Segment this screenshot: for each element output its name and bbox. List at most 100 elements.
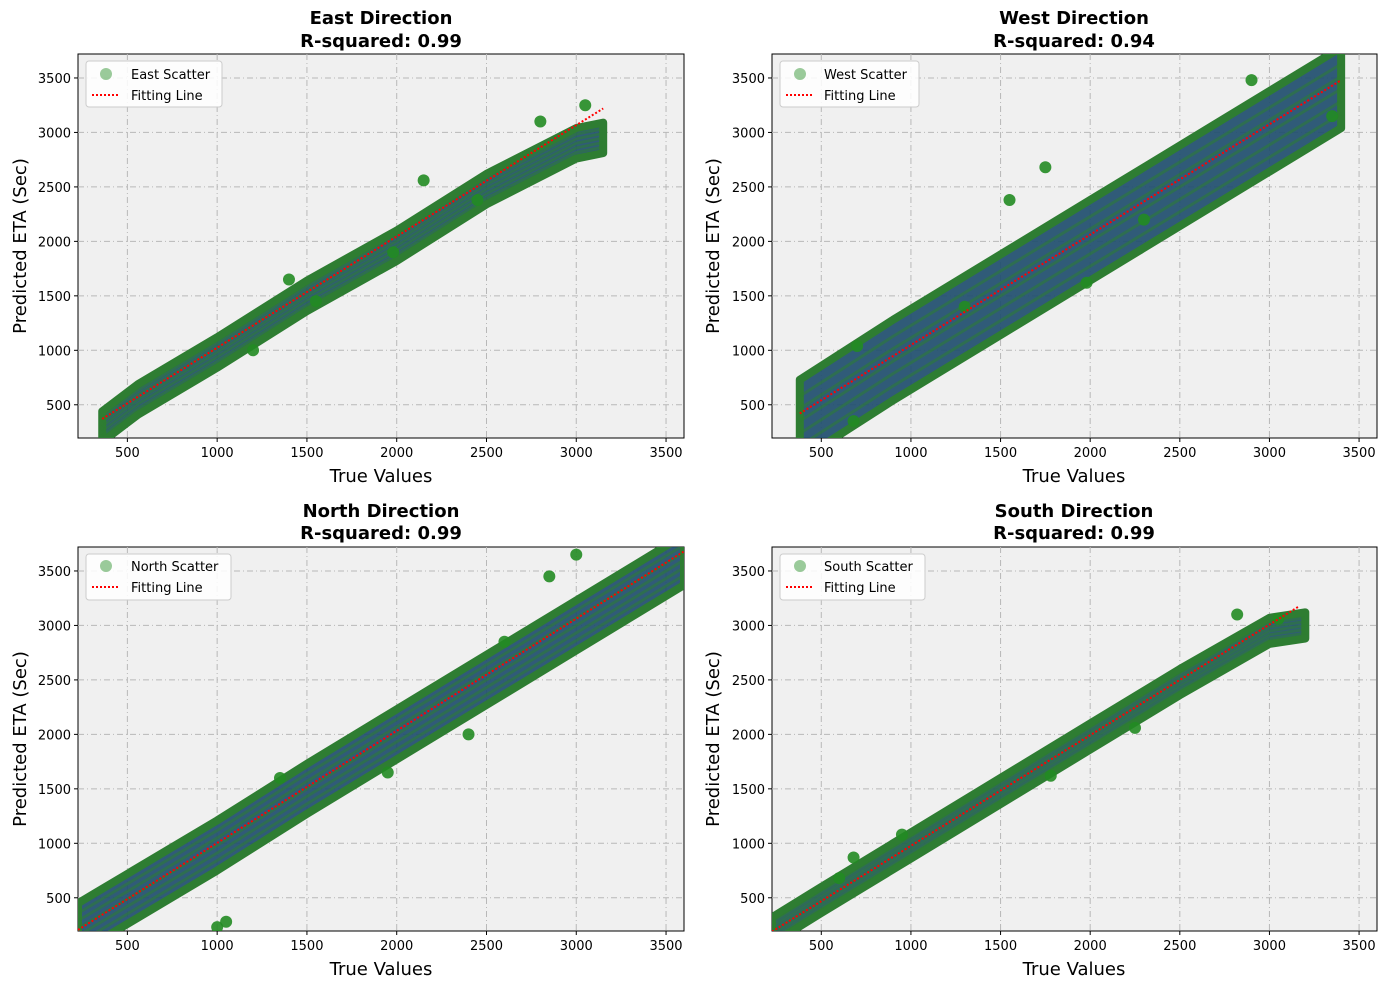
south-xlabel: True Values — [1022, 959, 1126, 980]
north-scatter-point-6 — [274, 771, 286, 784]
east-ylabel: Predicted ETA (Sec) — [10, 158, 31, 334]
south-y-tick-label-3000: 3000 — [732, 619, 765, 634]
east-legend-marker — [100, 68, 112, 80]
east-legend-scatter-label: East Scatter — [131, 68, 211, 83]
panel-west: West Direction R-squared: 0.94 500 1000 15… — [703, 8, 1378, 487]
east-y-ticks: 500 1000 1500 2000 2500 3000 3500 — [38, 72, 78, 414]
north-x-tick-label-2500: 2500 — [470, 939, 503, 954]
west-ylabel: Predicted ETA (Sec) — [703, 158, 724, 334]
west-scatter-streak-1 — [798, 99, 1342, 435]
south-scatter-streak-0 — [780, 631, 1306, 931]
north-subtitle: R-squared: 0.99 — [300, 523, 462, 544]
west-y-tick-label-3000: 3000 — [732, 126, 765, 141]
east-scatter-streak-1 — [101, 140, 604, 433]
north-x-tick-label-1500: 1500 — [290, 939, 323, 954]
north-scatter-point-7 — [498, 635, 511, 648]
east-x-tick-label-1500: 1500 — [290, 446, 323, 461]
south-scatter-point-2 — [895, 828, 908, 841]
east-y-tick-label-2500: 2500 — [38, 181, 71, 196]
west-scatter-streak-0 — [809, 112, 1342, 438]
north-legend-box — [85, 553, 232, 601]
east-scatter-streak-3 — [101, 131, 604, 424]
west-legend: West Scatter Fitting Line — [779, 60, 920, 108]
east-scatter-point-3 — [282, 273, 295, 286]
north-scatter-streak-4 — [78, 547, 684, 915]
south-legend-scatter-label: South Scatter — [824, 560, 913, 575]
north-scatter-point-0 — [220, 915, 233, 928]
north-scatter-streak-1 — [83, 566, 684, 931]
south-legend: South Scatter Fitting Line — [779, 553, 926, 601]
west-x-tick-label-500: 500 — [809, 446, 834, 461]
east-subtitle: R-squared: 0.99 — [300, 31, 462, 52]
north-y-tick-label-2000: 2000 — [38, 728, 71, 743]
south-y-tick-label-500: 500 — [740, 892, 765, 907]
east-scatter-point-7 — [471, 193, 484, 206]
west-fitting-line — [799, 79, 1342, 415]
east-data — [98, 99, 608, 438]
east-scatter-point-0 — [579, 99, 592, 112]
south-scatter-point-4 — [1044, 769, 1057, 782]
panel-south: South Direction R-squared: 0.99 500 1000 1… — [703, 501, 1378, 980]
west-y-tick-label-1000: 1000 — [732, 344, 765, 359]
east-scatter-streak-0 — [101, 145, 604, 437]
east-xlabel: True Values — [329, 466, 433, 487]
south-scatter-point-3 — [847, 851, 860, 864]
east-x-tick-label-3000: 3000 — [560, 446, 593, 461]
south-x-tick-label-500: 500 — [809, 939, 834, 954]
west-y-tick-label-2500: 2500 — [732, 181, 765, 196]
west-x-tick-label-1500: 1500 — [984, 446, 1017, 461]
north-x-ticks: 500 1000 1500 2000 2500 3000 3500 — [115, 931, 683, 954]
north-legend-marker — [100, 560, 112, 572]
south-data — [772, 606, 1310, 931]
south-scatter-point-0 — [1231, 608, 1244, 621]
west-legend-marker — [794, 68, 806, 80]
north-y-tick-label-3500: 3500 — [38, 565, 71, 580]
south-title: South Direction — [995, 501, 1154, 522]
east-y-tick-label-1000: 1000 — [38, 344, 71, 359]
south-scatter-streak-1 — [774, 627, 1306, 931]
north-legend: North Scatter Fitting Line — [85, 553, 232, 601]
east-scatter-streak-2 — [101, 136, 604, 428]
west-title: West Direction — [999, 8, 1149, 29]
north-x-tick-label-500: 500 — [115, 939, 140, 954]
east-y-tick-label-3500: 3500 — [38, 72, 71, 87]
west-scatter-streak-4 — [798, 62, 1342, 398]
south-x-tick-label-3000: 3000 — [1253, 939, 1286, 954]
south-x-tick-label-3500: 3500 — [1343, 939, 1376, 954]
west-y-tick-label-500: 500 — [740, 399, 765, 414]
west-scatter-point-2 — [1245, 74, 1258, 87]
west-x-tick-label-1000: 1000 — [894, 446, 927, 461]
west-scatter-point-3 — [1003, 193, 1016, 206]
north-scatter-point-3 — [570, 548, 583, 561]
east-legend-fit-label: Fitting Line — [131, 89, 203, 104]
north-data — [78, 547, 684, 931]
panel-east: East Direction R-squared: 0.99 500 1000 15… — [10, 8, 685, 487]
east-scatter-point-2 — [387, 246, 400, 259]
north-x-tick-label-1000: 1000 — [201, 939, 234, 954]
south-x-tick-label-2000: 2000 — [1074, 939, 1107, 954]
west-scatter-point-7 — [1326, 110, 1339, 123]
south-y-tick-label-2500: 2500 — [732, 674, 765, 689]
west-y-ticks: 500 1000 1500 2000 2500 3000 3500 — [732, 72, 772, 414]
east-scatter-point-5 — [534, 115, 547, 128]
east-y-tick-label-1500: 1500 — [38, 290, 71, 305]
south-y-tick-label-2000: 2000 — [732, 728, 765, 743]
east-x-tick-label-3500: 3500 — [649, 446, 682, 461]
north-legend-fit-label: Fitting Line — [131, 581, 203, 596]
south-legend-box — [779, 553, 926, 601]
north-xlabel: True Values — [329, 959, 433, 980]
east-title: East Direction — [310, 8, 453, 29]
east-y-tick-label-2000: 2000 — [38, 235, 71, 250]
south-y-tick-label-3500: 3500 — [732, 565, 765, 580]
south-y-ticks: 500 1000 1500 2000 2500 3000 3500 — [732, 565, 772, 907]
west-x-tick-label-2500: 2500 — [1163, 446, 1196, 461]
west-legend-scatter-label: West Scatter — [824, 68, 908, 83]
south-ylabel: Predicted ETA (Sec) — [703, 651, 724, 827]
west-scatter-band — [795, 54, 1346, 438]
north-y-ticks: 500 1000 1500 2000 2500 3000 3500 — [38, 565, 78, 907]
east-legend: East Scatter Fitting Line — [85, 60, 223, 108]
west-scatter-point-0 — [847, 415, 860, 428]
south-legend-fit-label: Fitting Line — [824, 581, 896, 596]
west-y-tick-label-1500: 1500 — [732, 290, 765, 305]
west-x-tick-label-3000: 3000 — [1253, 446, 1286, 461]
